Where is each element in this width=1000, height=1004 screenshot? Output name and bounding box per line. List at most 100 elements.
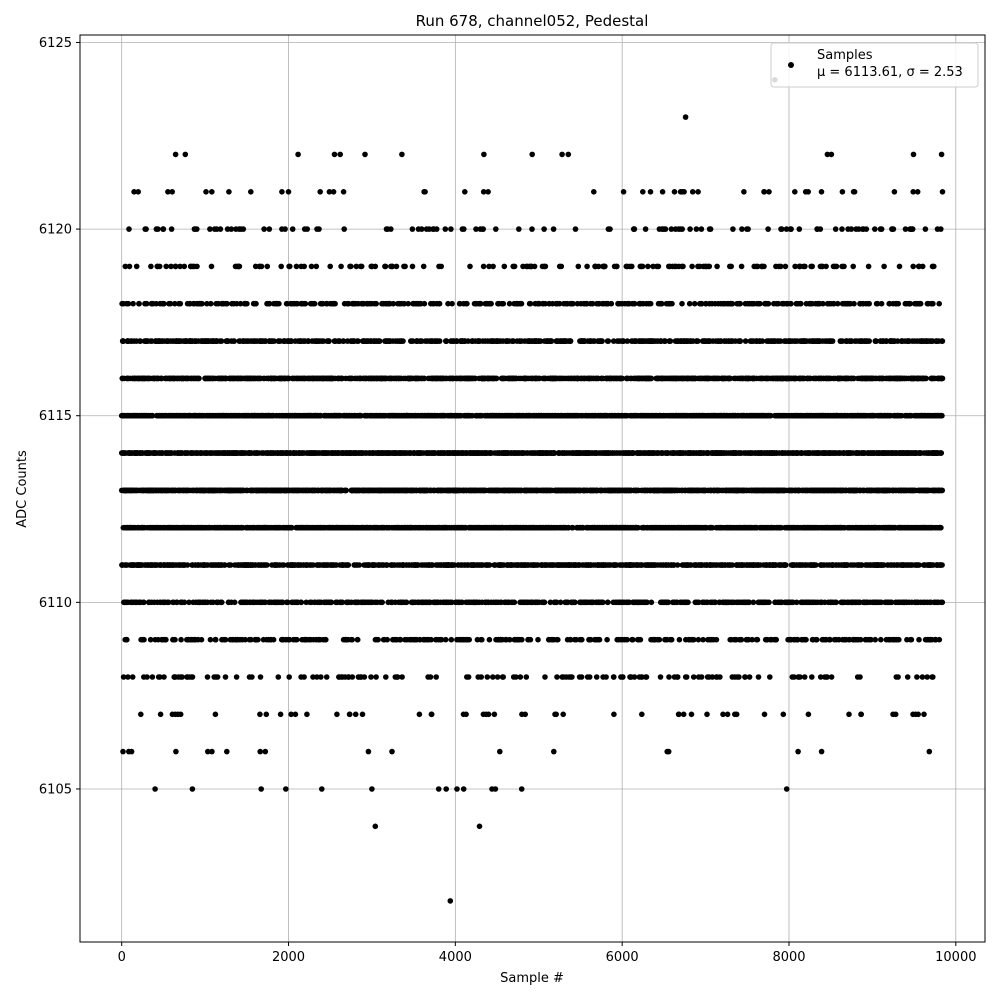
data-point — [404, 600, 410, 606]
data-point — [169, 189, 175, 195]
data-point — [327, 264, 333, 270]
data-point — [125, 674, 131, 680]
data-point — [249, 674, 255, 680]
data-point — [357, 562, 363, 568]
data-point — [348, 264, 354, 270]
data-point — [258, 786, 264, 792]
data-point — [501, 301, 507, 307]
data-point — [497, 749, 503, 755]
data-point — [158, 712, 164, 718]
data-point — [264, 712, 270, 718]
data-point — [486, 712, 492, 718]
data-point — [190, 786, 196, 792]
data-point — [264, 562, 270, 568]
data-point — [490, 674, 496, 680]
data-point — [518, 674, 524, 680]
data-point — [464, 301, 470, 307]
data-point — [332, 152, 338, 158]
data-point — [466, 674, 472, 680]
data-point — [443, 637, 449, 643]
data-point — [449, 301, 455, 307]
data-point — [383, 674, 389, 680]
data-point — [443, 226, 449, 232]
data-point — [481, 264, 487, 270]
data-point — [480, 226, 486, 232]
data-point — [231, 338, 237, 344]
data-point — [255, 637, 261, 643]
data-point — [422, 189, 428, 195]
data-point — [244, 301, 250, 307]
data-point — [488, 301, 494, 307]
data-point — [312, 301, 318, 307]
data-point — [157, 264, 163, 270]
data-point — [323, 637, 329, 643]
data-point — [136, 301, 142, 307]
data-point — [263, 749, 269, 755]
data-point — [318, 674, 324, 680]
data-point — [213, 712, 219, 718]
data-point — [278, 264, 284, 270]
data-point — [257, 749, 263, 755]
data-point — [383, 264, 389, 270]
data-point — [494, 376, 500, 382]
data-point — [299, 600, 305, 606]
data-point — [182, 264, 188, 270]
data-point — [373, 301, 379, 307]
data-point — [362, 152, 368, 158]
data-point — [516, 226, 522, 232]
data-point — [141, 637, 147, 643]
data-point — [179, 674, 185, 680]
data-point — [341, 226, 347, 232]
data-point — [276, 674, 282, 680]
data-point — [337, 152, 343, 158]
data-point — [399, 674, 405, 680]
data-point — [253, 301, 259, 307]
data-point — [161, 226, 167, 232]
data-point — [135, 189, 141, 195]
data-point — [481, 152, 487, 158]
data-point — [428, 674, 434, 680]
data-point — [377, 338, 383, 344]
data-point — [223, 674, 229, 680]
data-point — [237, 264, 243, 270]
data-point — [286, 674, 292, 680]
data-point — [178, 712, 184, 718]
data-point — [163, 264, 169, 270]
data-point — [389, 749, 395, 755]
data-point — [258, 674, 264, 680]
data-point — [276, 301, 282, 307]
data-point — [223, 637, 229, 643]
data-point — [421, 264, 427, 270]
data-point — [248, 189, 254, 195]
data-point — [287, 264, 293, 270]
data-point — [400, 338, 406, 344]
data-point — [490, 264, 496, 270]
data-point — [265, 264, 271, 270]
data-point — [309, 264, 315, 270]
data-point — [326, 338, 332, 344]
data-point — [437, 301, 443, 307]
data-point — [314, 264, 320, 270]
data-point — [271, 637, 277, 643]
data-point — [334, 712, 340, 718]
data-point — [199, 301, 205, 307]
data-point — [178, 301, 184, 307]
data-point — [208, 301, 214, 307]
data-point — [332, 301, 338, 307]
data-point — [304, 226, 310, 232]
data-point — [500, 674, 506, 680]
data-point — [379, 600, 385, 606]
data-point — [522, 712, 528, 718]
data-point — [524, 674, 530, 680]
data-point — [350, 674, 356, 680]
data-point — [143, 226, 149, 232]
data-point — [138, 712, 144, 718]
data-point — [124, 637, 130, 643]
data-point — [343, 488, 349, 494]
data-point — [144, 674, 150, 680]
data-point — [319, 786, 325, 792]
data-point — [375, 637, 381, 643]
